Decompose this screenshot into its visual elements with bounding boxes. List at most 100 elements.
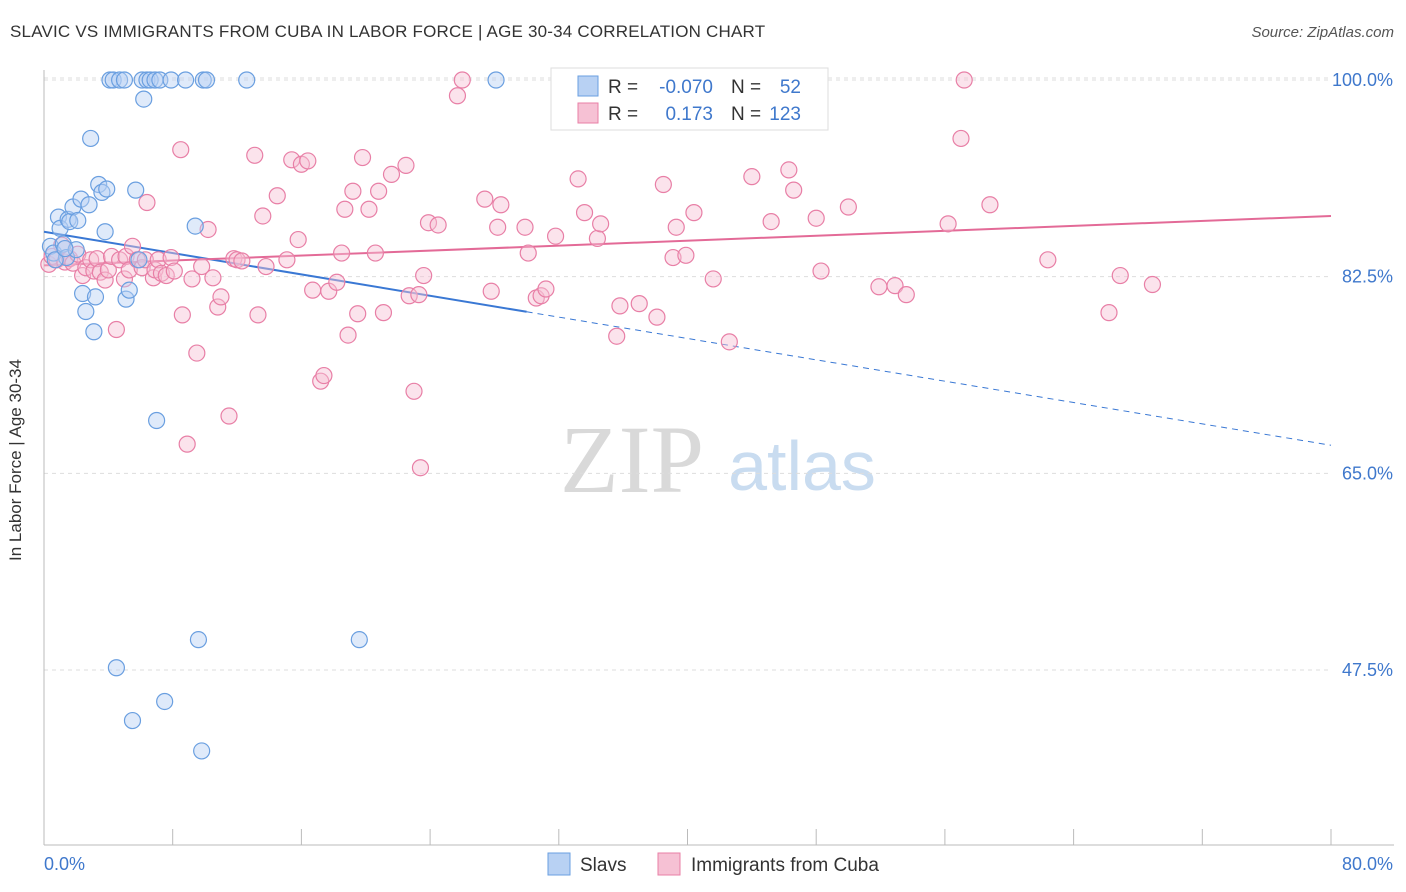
cuba-point — [149, 251, 167, 269]
slavs-point — [82, 129, 100, 148]
slavs-point — [148, 411, 166, 430]
slavs-point — [189, 631, 208, 649]
slavs-point — [135, 90, 153, 108]
cuba-point — [339, 326, 357, 344]
cuba-point — [199, 220, 217, 239]
cuba-point — [648, 308, 666, 326]
x-tick-label-min: 0.0% — [44, 854, 85, 874]
slavs-point — [115, 71, 134, 89]
data-points — [40, 71, 1162, 760]
cuba-point — [370, 182, 388, 200]
cuba-point — [812, 262, 830, 280]
x-tick-labels: 0.0% 80.0% — [44, 854, 1393, 874]
legend-cuba-swatch — [657, 852, 681, 876]
watermark-atlas: atlas — [728, 427, 876, 505]
cuba-point — [88, 250, 106, 268]
cuba-point — [165, 262, 183, 280]
cuba-point — [138, 193, 156, 212]
cuba-point — [608, 327, 626, 345]
legend-swatch — [577, 75, 599, 97]
y-tick-label: 82.5% — [1342, 267, 1393, 287]
cuba-point — [344, 182, 362, 200]
cuba-point — [249, 306, 267, 324]
cuba-point — [246, 146, 264, 164]
cuba-point — [328, 273, 346, 291]
slavs-point — [117, 290, 135, 308]
cuba-point — [107, 320, 125, 339]
cuba-point — [569, 170, 587, 188]
slavs-point — [197, 71, 216, 89]
legend-swatch — [577, 102, 599, 124]
cuba-point — [304, 281, 322, 299]
cuba-point — [117, 247, 135, 266]
legend-n-value: 52 — [780, 77, 801, 98]
cuba-point — [204, 269, 222, 287]
cuba-point — [839, 198, 857, 216]
legend-r-value: -0.070 — [659, 77, 713, 98]
cuba-point — [489, 218, 507, 236]
cuba-point — [667, 218, 685, 236]
cuba-point — [519, 244, 537, 262]
chart-title: SLAVIC VS IMMIGRANTS FROM CUBA IN LABOR … — [10, 22, 766, 41]
cuba-point — [366, 244, 385, 262]
cuba-point — [382, 165, 401, 183]
y-tick-label: 100.0% — [1332, 70, 1393, 90]
legend-slavs-swatch — [547, 852, 571, 876]
legend-r-label: R = — [608, 104, 638, 125]
slavs-point — [176, 71, 195, 89]
cuba-point — [429, 216, 447, 234]
legend-slavs-label: Slavs — [580, 855, 626, 876]
cuba-point — [82, 251, 100, 269]
cuba-point — [720, 333, 738, 351]
y-tick-labels: 100.0% 82.5% 65.0% 47.5% — [1332, 70, 1393, 680]
cuba-point — [233, 252, 251, 270]
cuba-point — [448, 87, 467, 105]
cuba-point — [677, 246, 695, 264]
legend-r-label: R = — [608, 77, 638, 98]
cuba-point — [173, 306, 191, 324]
cuba-point — [183, 270, 201, 288]
cuba-point — [315, 366, 333, 385]
cuba-point — [780, 161, 798, 179]
cuba-point — [96, 271, 114, 289]
slavs-point — [74, 284, 92, 303]
cuba-point — [349, 305, 367, 323]
cuba-point — [115, 270, 134, 288]
cuba-point — [592, 215, 610, 233]
cuba-point — [299, 152, 317, 170]
axes — [43, 70, 1394, 846]
cuba-point — [397, 156, 415, 175]
cuba-point — [870, 278, 888, 296]
cuba-point — [289, 230, 307, 249]
slavs-point — [127, 181, 145, 199]
cuba-point — [220, 407, 238, 425]
x-tick-label-max: 80.0% — [1342, 854, 1393, 874]
legend-n-label: N = — [731, 77, 761, 98]
cuba-point — [952, 129, 970, 148]
cuba-point — [178, 435, 196, 453]
correlation-legend: R = -0.070 N = 52 R = 0.173 N = 123 — [550, 67, 829, 131]
legend-n-value: 123 — [769, 104, 801, 125]
cuba-point — [516, 218, 534, 236]
cuba-point — [257, 257, 275, 276]
cuba-point — [268, 187, 286, 205]
cuba-point — [1100, 304, 1118, 322]
cuba-point — [482, 282, 500, 300]
source-credit: Source: ZipAtlas.com — [1251, 24, 1394, 41]
cuba-point — [476, 190, 494, 208]
cuba-point — [955, 71, 973, 89]
slavs-point — [141, 71, 159, 89]
series-legend: Slavs Immigrants from Cuba — [547, 852, 879, 876]
cuba-point — [685, 204, 703, 222]
cuba-point — [405, 382, 423, 400]
cuba-point — [575, 204, 594, 222]
y-tick-label: 47.5% — [1342, 660, 1393, 680]
slavs-point — [238, 71, 256, 89]
cuba-point — [807, 209, 825, 227]
cuba-point — [886, 277, 904, 295]
cuba-point — [546, 227, 565, 245]
cuba-point — [654, 175, 672, 194]
cuba-point — [278, 251, 296, 269]
zipatlas-watermark: ZIP atlas — [560, 406, 876, 513]
